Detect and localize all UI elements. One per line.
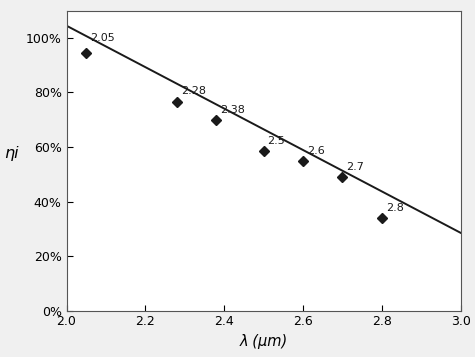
Text: 2.05: 2.05 (90, 32, 115, 42)
Text: 2.7: 2.7 (346, 162, 364, 172)
Text: 2.6: 2.6 (307, 146, 325, 156)
X-axis label: λ (μm): λ (μm) (239, 334, 288, 349)
Text: 2.8: 2.8 (386, 203, 404, 213)
Text: 2.28: 2.28 (181, 86, 206, 96)
Text: 2.5: 2.5 (267, 136, 285, 146)
Text: 2.38: 2.38 (220, 105, 245, 115)
Y-axis label: ηi: ηi (5, 146, 19, 161)
